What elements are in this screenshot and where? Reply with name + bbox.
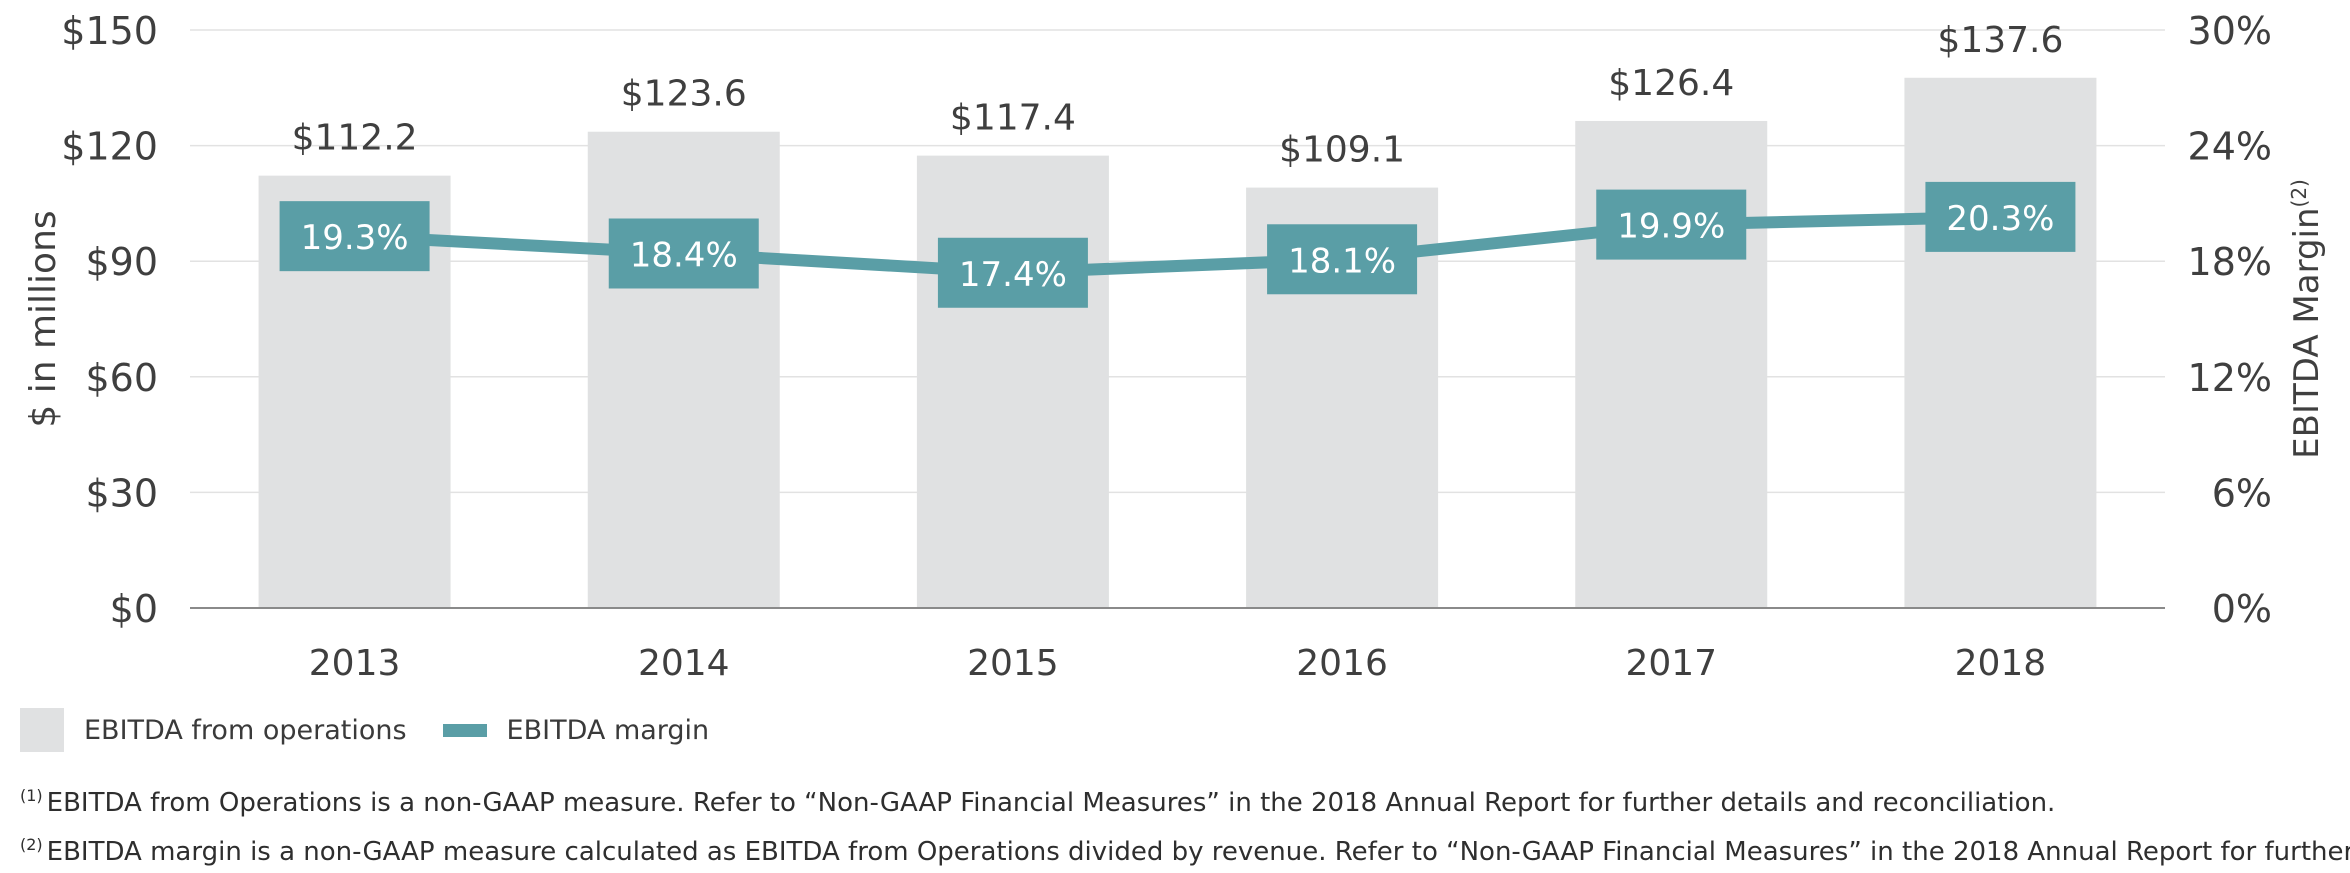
legend-label-margin: EBITDA margin [506,714,710,746]
footnotes: (1) EBITDA from Operations is a non-GAAP … [20,775,2350,873]
margin-value-label: 20.3% [1946,199,2054,239]
y-tick-label: $120 [61,125,158,169]
x-tick-label: 2015 [967,643,1059,684]
x-tick-label: 2018 [1955,643,2047,684]
bar-value-label: $137.6 [1937,20,2063,61]
bar-value-label: $109.1 [1279,130,1405,171]
bar [587,131,780,608]
legend-swatch-line [442,723,487,737]
footnote-1: (1) EBITDA from Operations is a non-GAAP … [20,775,2330,824]
margin-value-label: 18.1% [1288,241,1396,281]
bar-value-label: $112.2 [292,118,418,159]
y2-tick-label: 30% [2188,9,2272,53]
y2-axis-title-text: EBITDA Margin [2287,207,2327,458]
x-tick-label: 2013 [309,643,401,684]
footnote-marker: (1) [20,786,43,805]
bar-value-label: $123.6 [621,74,747,115]
y-tick-label: $30 [85,471,158,515]
y2-tick-label: 0% [2212,587,2272,631]
y2-tick-label: 6% [2212,471,2272,515]
bar-value-label: $117.4 [950,98,1076,139]
footnote-2: (2) EBITDA margin is a non-GAAP measure c… [20,824,2350,873]
margin-point-box [1267,224,1418,295]
margin-value-label: 19.3% [301,218,409,258]
y2-axis-title-superscript: (2) [2287,179,2311,207]
y2-tick-label: 18% [2188,240,2272,284]
y2-tick-label: 12% [2188,356,2272,400]
bar [916,155,1109,609]
chart-legend: EBITDA from operations EBITDA margin [20,705,745,755]
y-tick-label: $0 [110,587,158,631]
margin-point-box [1596,189,1747,260]
legend-item-margin: EBITDA margin [442,714,710,746]
x-tick-label: 2016 [1296,643,1388,684]
margin-point-box [608,218,759,289]
y-tick-label: $60 [85,356,158,400]
y-axis-title: $ in millions [23,210,64,427]
margin-point-box [279,201,430,272]
margin-value-label: 19.9% [1617,207,1725,247]
footnote-text: EBITDA margin is a non-GAAP measure calc… [46,837,2350,867]
legend-swatch-bar [20,708,64,752]
footnote-text: EBITDA from Operations is a non-GAAP mea… [46,788,2056,818]
footnote-marker: (2) [20,835,43,854]
margin-value-label: 18.4% [630,235,738,275]
bar-value-label: $126.4 [1608,63,1734,104]
x-tick-label: 2017 [1625,643,1717,684]
legend-label-ebitda: EBITDA from operations [84,714,407,746]
legend-item-ebitda: EBITDA from operations [20,708,407,752]
ebitda-chart: $0 0% $30 6% $60 12% $90 18% $120 24% $150 30% $112.… [23,9,2327,684]
y-tick-label: $90 [85,240,158,284]
margin-point-box [937,237,1088,308]
bar [1904,77,2097,609]
margin-point-box [1925,181,2076,252]
y2-tick-label: 24% [2188,125,2272,169]
y-tick-label: $150 [61,9,158,53]
x-tick-label: 2014 [638,643,730,684]
y2-axis-title: EBITDA Margin(2) [2287,179,2327,459]
margin-value-label: 17.4% [959,255,1067,295]
